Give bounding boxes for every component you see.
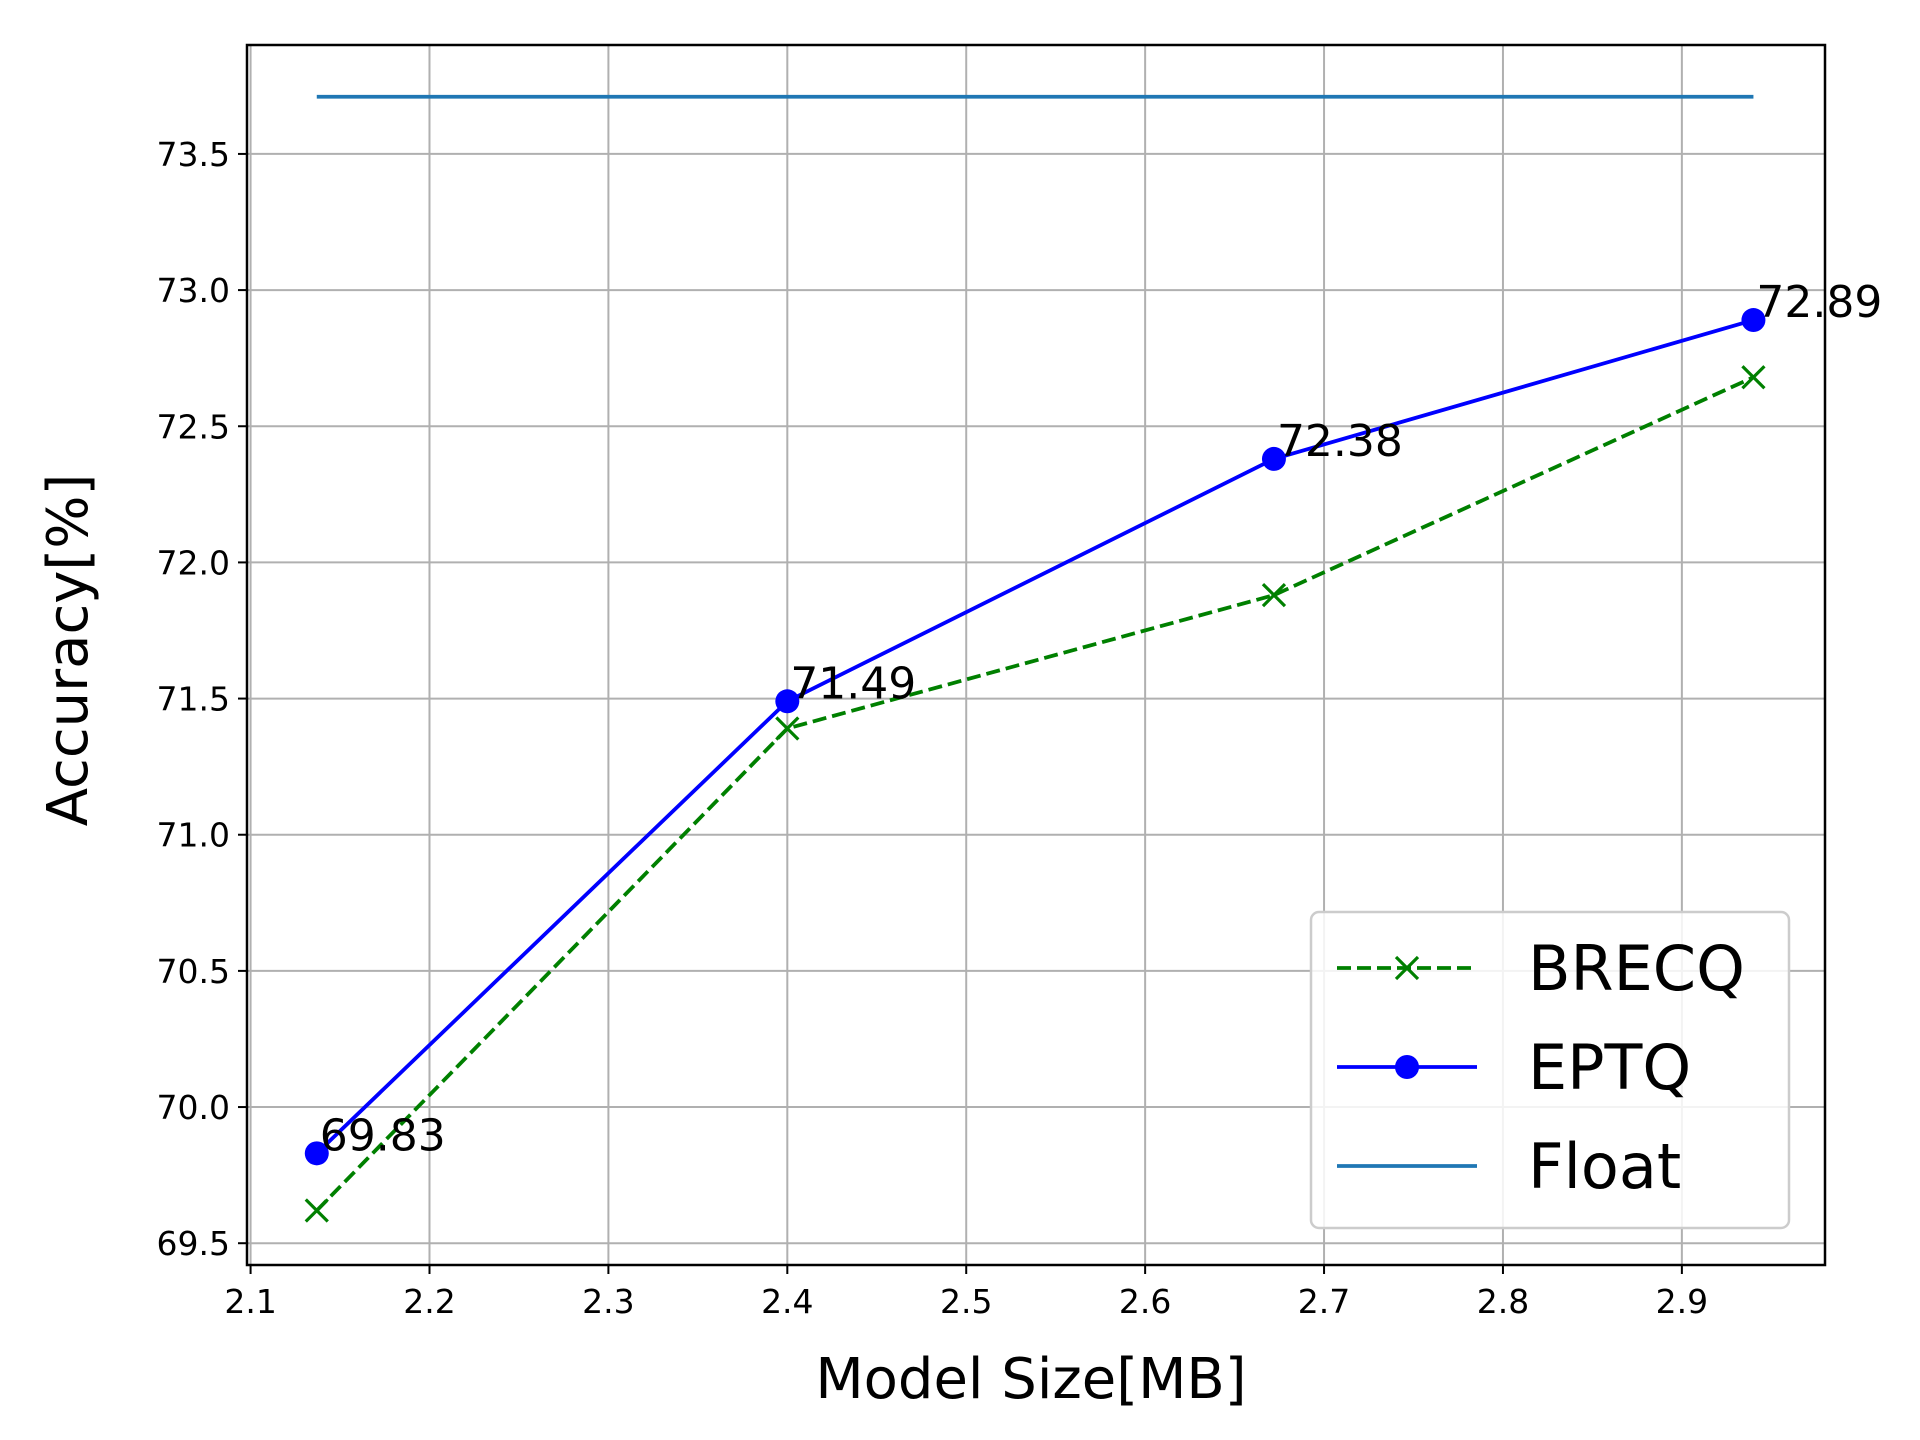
y-tick-label: 70.0 [157,1088,230,1127]
eptq-data-label: 72.38 [1277,416,1403,467]
x-tick-label: 2.7 [1298,1282,1350,1321]
brecq-line [315,375,1755,1212]
eptq-data-label: 69.83 [320,1110,446,1161]
legend-item-brecq: BRECQ [1337,932,1745,1005]
eptq-marker [1261,446,1286,471]
legend-label: EPTQ [1528,1031,1691,1104]
x-axis-title: Model Size[MB] [815,1347,1246,1412]
y-tick-label: 70.5 [157,952,230,991]
legend-label: Float [1528,1130,1681,1203]
brecq-marker [775,716,800,741]
eptq-marker [304,1141,329,1166]
x-tick-label: 2.3 [582,1282,634,1321]
legend-box [1309,910,1791,1230]
x-tick-label: 2.6 [1119,1282,1171,1321]
x-tick-label: 2.2 [403,1282,455,1321]
brecq-marker [1741,365,1766,390]
y-axis-title: Accuracy[%] [36,474,101,827]
y-tick-label: 73.5 [157,135,230,174]
y-tick-label: 72.0 [157,543,230,582]
x-tick-label: 2.8 [1477,1282,1529,1321]
brecq-marker [304,1198,329,1223]
legend-item-eptq: EPTQ [1337,1031,1691,1104]
y-tick-label: 71.5 [157,680,230,719]
series-layer [304,94,1766,1223]
x-tick-label: 2.4 [761,1282,813,1321]
eptq-marker [775,689,800,714]
x-tick-label: 2.5 [940,1282,992,1321]
brecq-marker [1261,582,1287,608]
eptq-marker [1741,308,1766,333]
ticks: 2.1 2.2 2.3 2.4 2.5 2.6 2.7 2.8 2.9 69.5 70.0 70.5 7… [157,135,1709,1321]
y-tick-label: 71.0 [157,816,230,855]
legend-item-float: Float [1337,1130,1681,1203]
data-labels: 69.83 71.49 72.38 72.89 [320,277,1883,1161]
eptq-data-label: 71.49 [790,658,916,709]
y-tick-label: 73.0 [157,271,230,310]
eptq-data-label: 72.89 [1756,277,1882,328]
plot-frame [245,43,1827,1267]
eptq-line [315,318,1754,1155]
eptq-marker [1395,1055,1419,1079]
brecq-series [304,365,1766,1223]
y-tick-label: 69.5 [157,1224,230,1263]
x-tick-label: 2.1 [224,1282,276,1321]
y-tick-label: 72.5 [157,407,230,446]
x-tick-label: 2.9 [1656,1282,1708,1321]
legend-label: BRECQ [1528,932,1745,1005]
legend: BRECQ EPTQ Float [1309,910,1791,1230]
eptq-series [304,308,1766,1166]
brecq-marker [1394,955,1420,981]
